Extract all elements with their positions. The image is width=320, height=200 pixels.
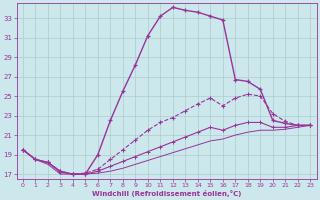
X-axis label: Windchill (Refroidissement éolien,°C): Windchill (Refroidissement éolien,°C) — [92, 190, 241, 197]
